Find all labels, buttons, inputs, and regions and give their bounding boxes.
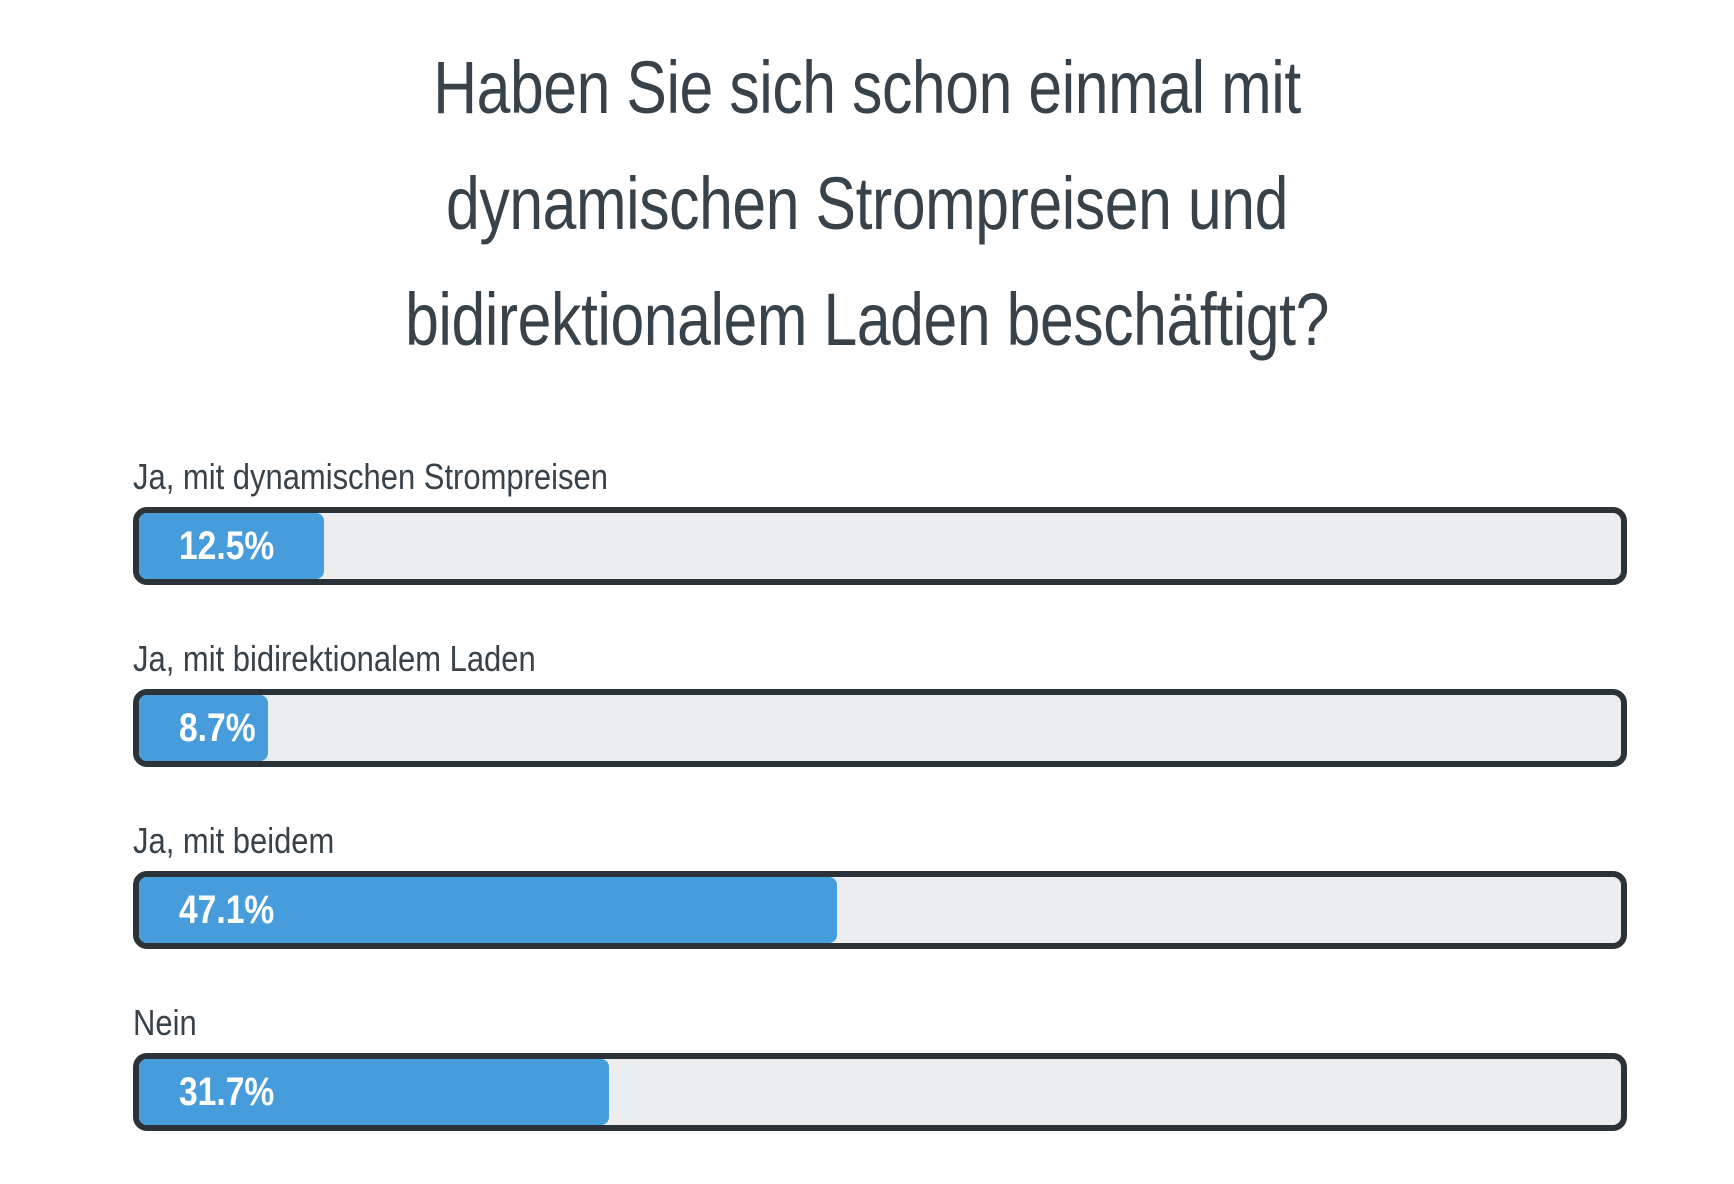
bar-fill [139, 513, 325, 579]
bar-fill [139, 695, 268, 761]
bar-track: 47.1% [133, 871, 1627, 949]
poll-option: Ja, mit bidirektionalem Laden 8.7% [133, 637, 1639, 819]
poll-option: Ja, mit beidem 47.1% [133, 819, 1639, 1001]
bar-fill [139, 877, 838, 943]
option-label: Ja, mit dynamischen Strompreisen [133, 456, 608, 497]
poll-options: Ja, mit dynamischen Strompreisen 12.5% J… [133, 455, 1639, 1183]
option-label: Nein [133, 1002, 197, 1043]
option-label: Ja, mit bidirektionalem Laden [133, 638, 536, 679]
poll-option: Ja, mit dynamischen Strompreisen 12.5% [133, 455, 1639, 637]
bar-fill [139, 1059, 609, 1125]
bar-track: 31.7% [133, 1053, 1627, 1131]
poll-option: Nein 31.7% [133, 1001, 1639, 1183]
bar-track: 8.7% [133, 689, 1627, 767]
poll-title: Haben Sie sich schon einmal mit dynamisc… [405, 46, 1329, 361]
percent-label: 47.1% [179, 888, 275, 932]
percent-label: 8.7% [179, 706, 256, 750]
option-label: Ja, mit beidem [133, 820, 335, 861]
percent-label: 12.5% [179, 524, 275, 568]
percent-label: 31.7% [179, 1070, 275, 1114]
bar-track: 12.5% [133, 507, 1627, 585]
